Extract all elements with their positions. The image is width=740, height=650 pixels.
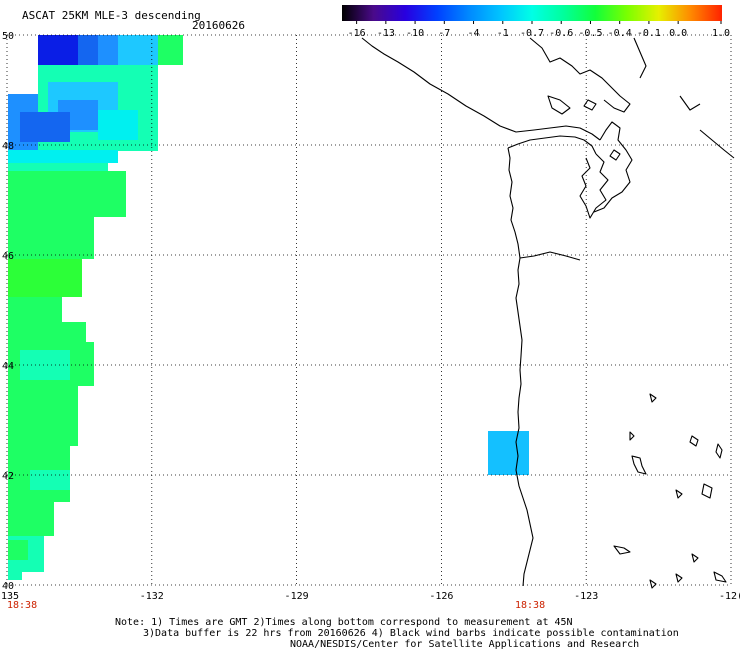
colorbar-label: -7 [438,28,450,39]
colorbar-gradient [342,5,722,21]
swath-cell [8,322,86,342]
swath-cell [98,110,138,140]
lake-12 [649,579,657,589]
coastal-data-patch [488,431,529,475]
coastline [361,37,735,589]
mainland-inlets [593,121,633,213]
colorbar-label: -0.6 [549,28,573,39]
lake-9 [649,393,657,403]
lake-11 [675,573,683,583]
columbia-river [519,251,581,261]
colorbar-label: 0.0 [669,28,687,39]
swath-cell [8,572,22,580]
colorbar-label: -1 [497,28,509,39]
swath-cell [8,386,78,416]
lake-7 [713,571,727,583]
swath-cell [8,540,28,560]
swath-cell [8,297,62,322]
puget-sound [579,153,609,219]
colorbar-label: -10 [406,28,424,39]
longitude-label: -132 [140,591,164,602]
swath-cell [8,416,78,446]
inlet-e1 [699,129,735,159]
northern-inlets [529,37,631,113]
swath-cell [8,171,126,217]
lake-1 [689,435,699,447]
map-date: 20160626 [192,19,245,32]
vancouver-island-coast [361,37,601,141]
swath-time-left: 18:38 [7,600,37,611]
map-title: ASCAT 25KM MLE-3 descending [22,9,201,22]
note-line-2: 3)Data buffer is 22 hrs from 20160626 4)… [143,628,679,639]
swath-cell [8,217,94,259]
lake-2 [715,443,723,459]
lake-6 [613,545,631,555]
island-small-1 [583,99,597,111]
latitude-label: 44 [2,361,14,372]
swath-cell [8,502,54,536]
scatterometer-swath [8,35,183,580]
swath-cell [8,163,108,171]
note-line-3: NOAA/NESDIS/Center for Satellite Applica… [290,639,639,650]
colorbar-label: -0.1 [637,28,661,39]
longitude-label: -129 [285,591,309,602]
colorbar-label: -13 [377,28,395,39]
longitude-label: -123 [574,591,598,602]
latitude-labels: 40 42 44 46 48 50 [2,31,14,592]
lake-3 [631,455,647,475]
longitude-label: -12( [719,591,740,602]
note-line-1: Note: 1) Times are GMT 2)Times along bot… [115,617,573,628]
swath-cell [20,112,70,142]
inlet-ne [633,37,647,79]
swath-cell [158,35,183,65]
island-small-2 [609,149,621,161]
latitude-label: 42 [2,471,14,482]
strait-of-juan-de-fuca [507,135,597,155]
latitude-label: 40 [2,581,14,592]
longitude-labels: -135 -132 -129 -126 -123 -12( [0,591,740,602]
colorbar-label: 1.0 [712,28,730,39]
gulf-islands [547,95,571,115]
swath-cell [30,470,70,490]
swath-time-right: 18:38 [515,600,545,611]
longitude-label: -135 [0,591,19,602]
colorbar-label: -16 [348,28,366,39]
colorbar-labels: -16 -13 -10 -7 -4 -1 -0.7 -0.6 -0.5 -0.4 -0.1 0.0 1.… [348,21,730,39]
swath-cell [8,150,118,163]
colorbar [342,5,722,21]
colorbar-label: -0.4 [608,28,632,39]
latitude-label: 50 [2,31,14,42]
lake-10 [629,431,635,441]
latitude-label: 46 [2,251,14,262]
longitude-label: -126 [429,591,453,602]
colorbar-label: -0.5 [578,28,602,39]
lake-5 [675,489,683,499]
inlet-e2 [679,95,701,111]
swath-cell [8,259,82,297]
graticule [6,34,732,586]
swath-cell [20,350,70,380]
colorbar-label: -0.7 [520,28,544,39]
colorbar-label: -4 [468,28,480,39]
pacific-coastline [507,147,534,587]
latitude-label: 48 [2,141,14,152]
lake-4 [701,483,713,499]
lake-8 [691,553,699,563]
